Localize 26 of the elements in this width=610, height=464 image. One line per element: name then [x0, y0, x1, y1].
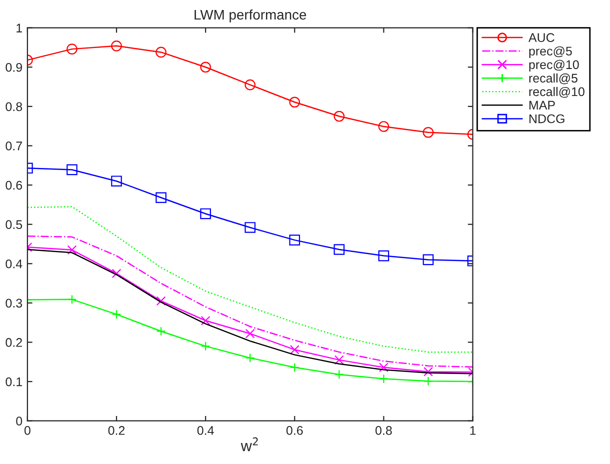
- x-tick-label: 0.6: [286, 426, 303, 435]
- y-tick-label: 0.6: [6, 180, 22, 190]
- y-tick-label: 0.7: [6, 142, 22, 150]
- y-tick-label: 0.8: [6, 102, 22, 112]
- y-tick-label: 0.5: [6, 220, 22, 229]
- legend-label: recall@10: [529, 86, 584, 98]
- legend-label: AUC: [528, 33, 554, 42]
- y-tick-label: 0.2: [6, 338, 22, 347]
- y-tick-label: 0.3: [6, 298, 22, 308]
- x-tick-label: 0.2: [108, 426, 125, 435]
- y-tick-label: 0.4: [6, 259, 22, 268]
- legend-label: prec@5: [529, 46, 572, 58]
- chart-title: LWM performance: [194, 9, 306, 22]
- legend-label: MAP: [529, 100, 555, 110]
- y-tick-label: 1: [16, 24, 22, 32]
- x-tick-label: 0.4: [197, 426, 214, 435]
- legend-label: prec@10: [529, 60, 579, 72]
- x-tick-label: 1: [470, 426, 476, 435]
- legend-label: NDCG: [529, 114, 564, 124]
- x-tick-label: 0.8: [375, 426, 392, 435]
- y-tick-label: 0.1: [6, 377, 22, 386]
- legend-label: recall@5: [529, 73, 578, 84]
- y-tick-label: 0: [16, 416, 22, 426]
- x-tick-label: 0: [24, 426, 30, 435]
- x-axis-title: w$^{2}$: [240, 437, 258, 452]
- y-tick-label: 0.9: [6, 62, 22, 72]
